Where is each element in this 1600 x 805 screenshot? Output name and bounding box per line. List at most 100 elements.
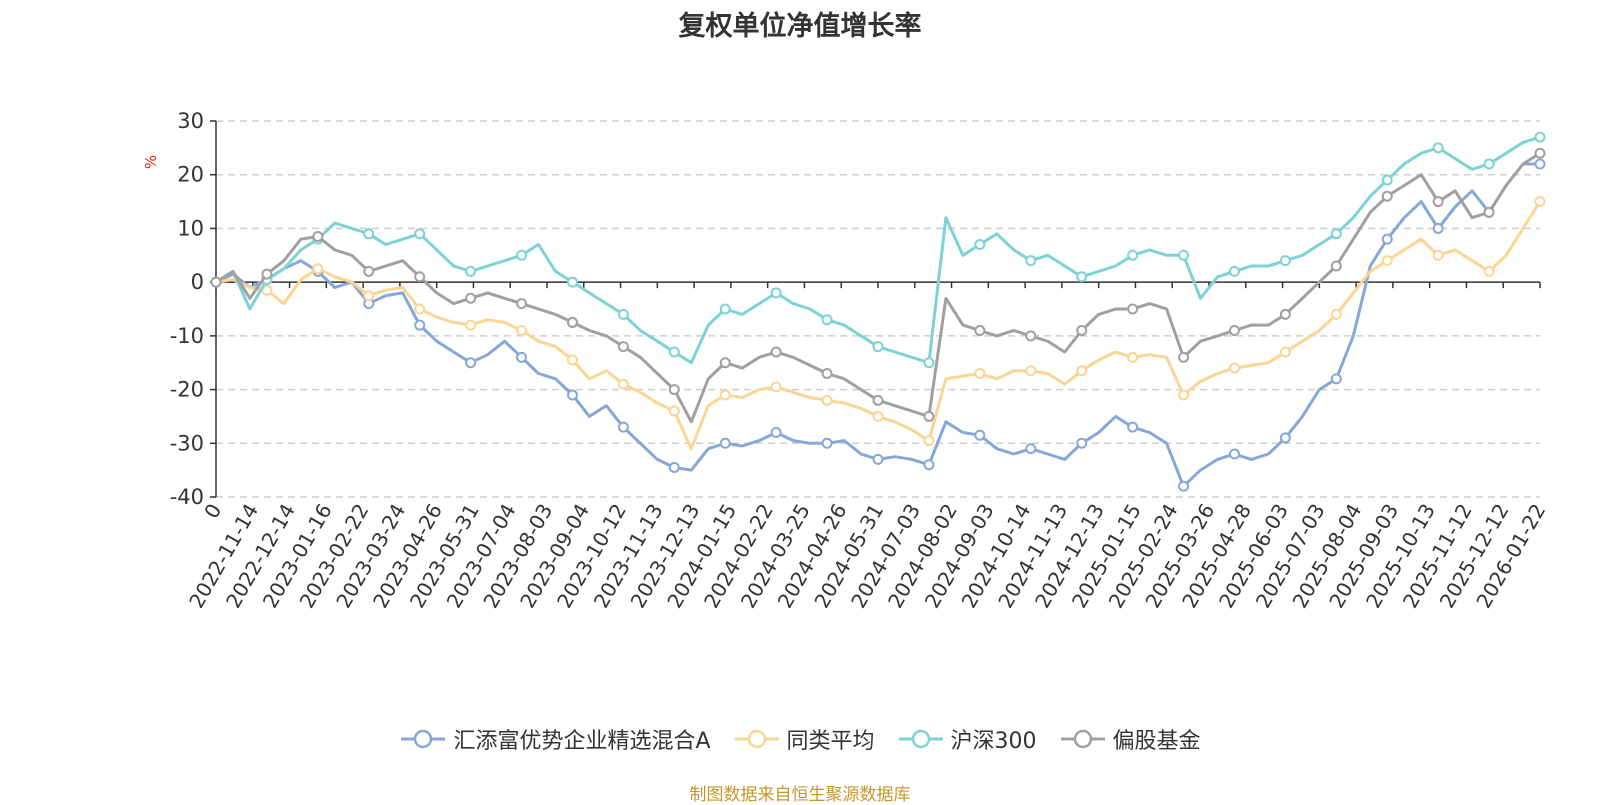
data-point (974, 239, 986, 251)
data-point (1534, 131, 1546, 143)
series-3 (210, 131, 1546, 369)
data-point (1279, 432, 1291, 444)
data-point (770, 287, 782, 299)
series-1 (210, 158, 1546, 492)
data-point (1279, 308, 1291, 320)
data-point (1381, 174, 1393, 186)
data-point (770, 381, 782, 393)
data-point (872, 453, 884, 465)
chart-title: 复权单位净值增长率 (678, 11, 922, 42)
x-axis-ticks: 02022-11-142022-12-142023-01-162023-02-2… (184, 282, 1550, 612)
data-point (974, 367, 986, 379)
data-point (210, 276, 222, 288)
data-point (821, 314, 833, 326)
data-point (516, 351, 528, 363)
data-point (1483, 265, 1495, 277)
data-point (1432, 142, 1444, 154)
data-point (668, 405, 680, 417)
data-point (566, 354, 578, 366)
legend-label: 同类平均 (786, 729, 875, 754)
data-point (1279, 346, 1291, 358)
grid-lines (216, 120, 1540, 498)
y-tick-label: -10 (170, 324, 204, 348)
data-point (872, 394, 884, 406)
data-point (821, 394, 833, 406)
data-point (719, 389, 731, 401)
data-point (1127, 421, 1139, 433)
data-point (1228, 265, 1240, 277)
data-point (923, 357, 935, 369)
data-point (1432, 196, 1444, 208)
data-point (1432, 249, 1444, 261)
data-point (414, 303, 426, 315)
data-point (1330, 308, 1342, 320)
data-point (923, 459, 935, 471)
legend: 汇添富优势企业精选混合A 同类平均 沪深300 偏股基金 (0, 722, 1600, 756)
data-point (1330, 228, 1342, 240)
series-4 (210, 147, 1546, 424)
data-point (465, 357, 477, 369)
data-point (770, 346, 782, 358)
legend-marker-icon (898, 729, 943, 749)
data-point (1534, 158, 1546, 170)
data-point (974, 429, 986, 441)
data-point (566, 316, 578, 328)
data-point (872, 341, 884, 353)
data-point (414, 319, 426, 331)
data-point (566, 276, 578, 288)
data-point (668, 384, 680, 396)
data-point (1127, 303, 1139, 315)
data-point (312, 230, 324, 242)
data-point (1076, 437, 1088, 449)
data-point (1076, 271, 1088, 283)
data-point (516, 249, 528, 261)
data-point (872, 410, 884, 422)
data-point (719, 357, 731, 369)
data-point (465, 319, 477, 331)
data-point (1432, 222, 1444, 234)
data-point (1025, 255, 1037, 267)
data-point (1228, 448, 1240, 460)
y-tick-label: 0 (191, 270, 204, 294)
legend-item-4[interactable]: 偏股基金 (1059, 723, 1201, 755)
data-point (668, 346, 680, 358)
data-point (363, 228, 375, 240)
data-point (1381, 233, 1393, 245)
data-point (1127, 351, 1139, 363)
data-point (414, 228, 426, 240)
data-point (1330, 373, 1342, 385)
data-point (414, 271, 426, 283)
data-point (1381, 190, 1393, 202)
data-point (1178, 249, 1190, 261)
data-point (617, 378, 629, 390)
data-point (465, 265, 477, 277)
data-point (617, 421, 629, 433)
y-tick-label: 30 (177, 109, 204, 133)
data-point (261, 268, 273, 280)
data-point (566, 389, 578, 401)
data-point (516, 324, 528, 336)
data-point (1076, 365, 1088, 377)
data-point (617, 341, 629, 353)
legend-marker-icon (734, 729, 779, 749)
legend-marker-icon (401, 729, 446, 749)
data-point (1025, 365, 1037, 377)
data-point (719, 303, 731, 315)
data-point (1178, 389, 1190, 401)
data-point (617, 308, 629, 320)
data-point (1534, 196, 1546, 208)
legend-item-1[interactable]: 汇添富优势企业精选混合A (399, 723, 711, 755)
data-point (1330, 260, 1342, 272)
data-point (363, 265, 375, 277)
y-axis-label: % (142, 155, 160, 169)
data-point (363, 290, 375, 302)
legend-item-2[interactable]: 同类平均 (733, 723, 875, 755)
legend-item-3[interactable]: 沪深300 (897, 723, 1037, 755)
data-point (770, 427, 782, 439)
data-point (923, 435, 935, 447)
data-point (1025, 330, 1037, 342)
data-point (1279, 255, 1291, 267)
data-point (1228, 362, 1240, 374)
data-point (1025, 443, 1037, 455)
